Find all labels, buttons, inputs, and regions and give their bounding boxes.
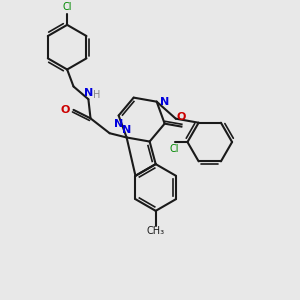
Text: H: H	[93, 90, 100, 100]
Text: N: N	[122, 125, 131, 135]
Text: O: O	[61, 105, 70, 115]
Text: O: O	[177, 112, 186, 122]
Text: Cl: Cl	[170, 144, 179, 154]
Text: N: N	[114, 119, 123, 129]
Text: Cl: Cl	[62, 2, 72, 12]
Text: N: N	[160, 97, 169, 107]
Text: CH₃: CH₃	[147, 226, 165, 236]
Text: N: N	[84, 88, 93, 98]
